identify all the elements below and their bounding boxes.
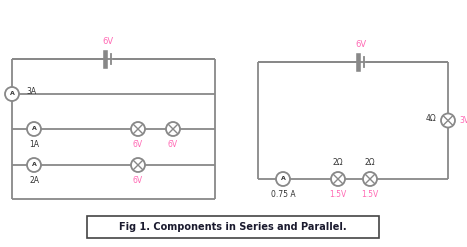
Circle shape [27, 122, 41, 136]
Text: 2Ω: 2Ω [333, 158, 343, 167]
Text: 3A: 3A [26, 87, 36, 97]
Text: 0.75 A: 0.75 A [271, 190, 295, 199]
Text: A: A [32, 162, 36, 167]
Circle shape [331, 172, 345, 186]
Text: 2A: 2A [29, 176, 39, 185]
Text: Series: Series [331, 215, 375, 228]
Circle shape [131, 158, 145, 172]
Text: 6V: 6V [133, 140, 143, 149]
Text: A: A [281, 176, 285, 181]
Text: 1.5V: 1.5V [329, 190, 347, 199]
Text: 4Ω: 4Ω [425, 114, 436, 123]
Text: 6V: 6V [355, 40, 367, 49]
Text: Parallel: Parallel [87, 215, 140, 228]
Circle shape [27, 158, 41, 172]
Text: A: A [32, 126, 36, 131]
Text: A: A [9, 91, 14, 96]
Text: 3V: 3V [459, 116, 467, 125]
Circle shape [166, 122, 180, 136]
Text: 1.5V: 1.5V [361, 190, 379, 199]
FancyBboxPatch shape [87, 216, 379, 238]
Circle shape [131, 122, 145, 136]
Text: 6V: 6V [102, 37, 113, 46]
Text: 6V: 6V [168, 140, 178, 149]
Text: Fig 1. Components in Series and Parallel.: Fig 1. Components in Series and Parallel… [119, 222, 347, 232]
Text: 6V: 6V [133, 176, 143, 185]
Circle shape [276, 172, 290, 186]
Text: 1A: 1A [29, 140, 39, 149]
Circle shape [5, 87, 19, 101]
Text: 2Ω: 2Ω [365, 158, 375, 167]
Circle shape [441, 114, 455, 127]
Circle shape [363, 172, 377, 186]
